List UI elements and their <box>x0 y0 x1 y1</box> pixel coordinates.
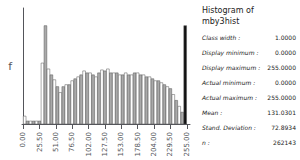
svg-text:1.0000: 1.0000 <box>275 34 296 41</box>
svg-text:25.50: 25.50 <box>36 132 44 152</box>
svg-text:102.00: 102.00 <box>85 132 93 157</box>
svg-text:n :: n : <box>202 139 210 146</box>
svg-text:0.0000: 0.0000 <box>275 79 296 86</box>
svg-text:255.0000: 255.0000 <box>267 94 296 101</box>
svg-text:127.50: 127.50 <box>101 132 109 157</box>
svg-text:51.00: 51.00 <box>52 132 60 152</box>
svg-text:Histogram of: Histogram of <box>202 6 254 15</box>
svg-text:204.00: 204.00 <box>150 132 158 157</box>
svg-text:mby3hist: mby3hist <box>202 17 239 26</box>
svg-text:255.00: 255.00 <box>183 132 191 157</box>
svg-text:178.50: 178.50 <box>134 132 142 157</box>
svg-text:255.0000: 255.0000 <box>267 64 296 71</box>
svg-text:0.0000: 0.0000 <box>275 49 296 56</box>
svg-text:0.00: 0.00 <box>19 132 27 148</box>
svg-text:72.8934: 72.8934 <box>271 124 296 131</box>
svg-text:Display maximum :: Display maximum : <box>202 64 260 72</box>
svg-text:262143: 262143 <box>273 139 296 146</box>
svg-text:131.0301: 131.0301 <box>267 109 296 116</box>
svg-text:Mean :: Mean : <box>202 109 222 116</box>
svg-text:Display minimum :: Display minimum : <box>202 49 258 57</box>
svg-text:f: f <box>8 60 13 73</box>
svg-text:229.50: 229.50 <box>166 132 174 157</box>
svg-text:Actual minimum :: Actual minimum : <box>201 79 255 86</box>
svg-text:153.00: 153.00 <box>117 132 125 157</box>
svg-text:Class width :: Class width : <box>202 34 240 41</box>
svg-text:Actual maximum :: Actual maximum : <box>201 94 257 101</box>
svg-text:76.50: 76.50 <box>68 132 76 152</box>
svg-text:Stand. Deviation :: Stand. Deviation : <box>202 124 256 131</box>
